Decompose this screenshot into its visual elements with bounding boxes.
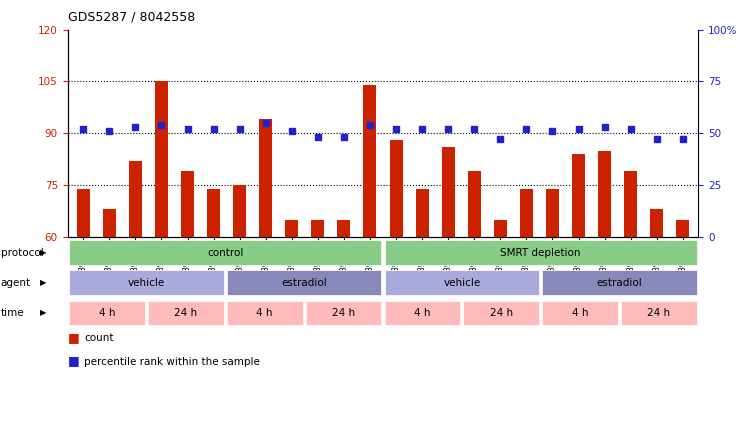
Bar <box>69 300 145 325</box>
Bar <box>598 151 611 237</box>
Text: ■: ■ <box>68 331 80 344</box>
Text: vehicle: vehicle <box>443 277 481 288</box>
Text: 24 h: 24 h <box>647 308 671 318</box>
Text: time: time <box>1 308 24 318</box>
Bar <box>233 185 246 237</box>
Text: 4 h: 4 h <box>415 308 430 318</box>
Bar <box>542 270 697 295</box>
Bar <box>385 240 697 265</box>
Text: 4 h: 4 h <box>99 308 115 318</box>
Bar <box>207 189 220 237</box>
Bar <box>546 189 559 237</box>
Bar <box>155 81 168 237</box>
Bar <box>676 220 689 237</box>
Bar <box>77 189 90 237</box>
Bar <box>385 300 460 325</box>
Bar <box>129 161 142 237</box>
Bar <box>650 209 663 237</box>
Bar <box>363 85 376 237</box>
Bar <box>442 147 454 237</box>
Bar <box>390 140 403 237</box>
Bar <box>624 171 637 237</box>
Bar <box>103 209 116 237</box>
Text: ▶: ▶ <box>41 308 47 317</box>
Bar <box>181 171 194 237</box>
Text: ▶: ▶ <box>41 278 47 287</box>
Text: control: control <box>207 247 243 258</box>
Text: 24 h: 24 h <box>490 308 513 318</box>
Text: ■: ■ <box>68 354 80 368</box>
Bar <box>520 189 533 237</box>
Bar <box>227 270 382 295</box>
Bar <box>415 189 429 237</box>
Bar <box>69 270 224 295</box>
Bar <box>312 220 324 237</box>
Bar <box>494 220 507 237</box>
Text: estradiol: estradiol <box>597 277 642 288</box>
Text: 24 h: 24 h <box>174 308 198 318</box>
Text: percentile rank within the sample: percentile rank within the sample <box>84 357 260 367</box>
Bar <box>148 300 224 325</box>
Text: GDS5287 / 8042558: GDS5287 / 8042558 <box>68 11 195 24</box>
Bar <box>227 300 303 325</box>
Text: ▶: ▶ <box>41 248 47 257</box>
Text: vehicle: vehicle <box>128 277 165 288</box>
Bar <box>337 220 351 237</box>
Text: estradiol: estradiol <box>282 277 327 288</box>
Text: agent: agent <box>1 277 31 288</box>
Bar <box>468 171 481 237</box>
Text: 4 h: 4 h <box>257 308 273 318</box>
Bar <box>463 300 539 325</box>
Text: count: count <box>84 333 113 343</box>
Bar <box>285 220 298 237</box>
Bar <box>259 119 272 237</box>
Bar <box>572 154 585 237</box>
Text: 4 h: 4 h <box>572 308 588 318</box>
Bar <box>69 240 382 265</box>
Text: SMRT depletion: SMRT depletion <box>500 247 581 258</box>
Bar <box>621 300 697 325</box>
Bar <box>542 300 618 325</box>
Bar <box>306 300 382 325</box>
Text: protocol: protocol <box>1 247 44 258</box>
Bar <box>385 270 539 295</box>
Text: 24 h: 24 h <box>332 308 355 318</box>
